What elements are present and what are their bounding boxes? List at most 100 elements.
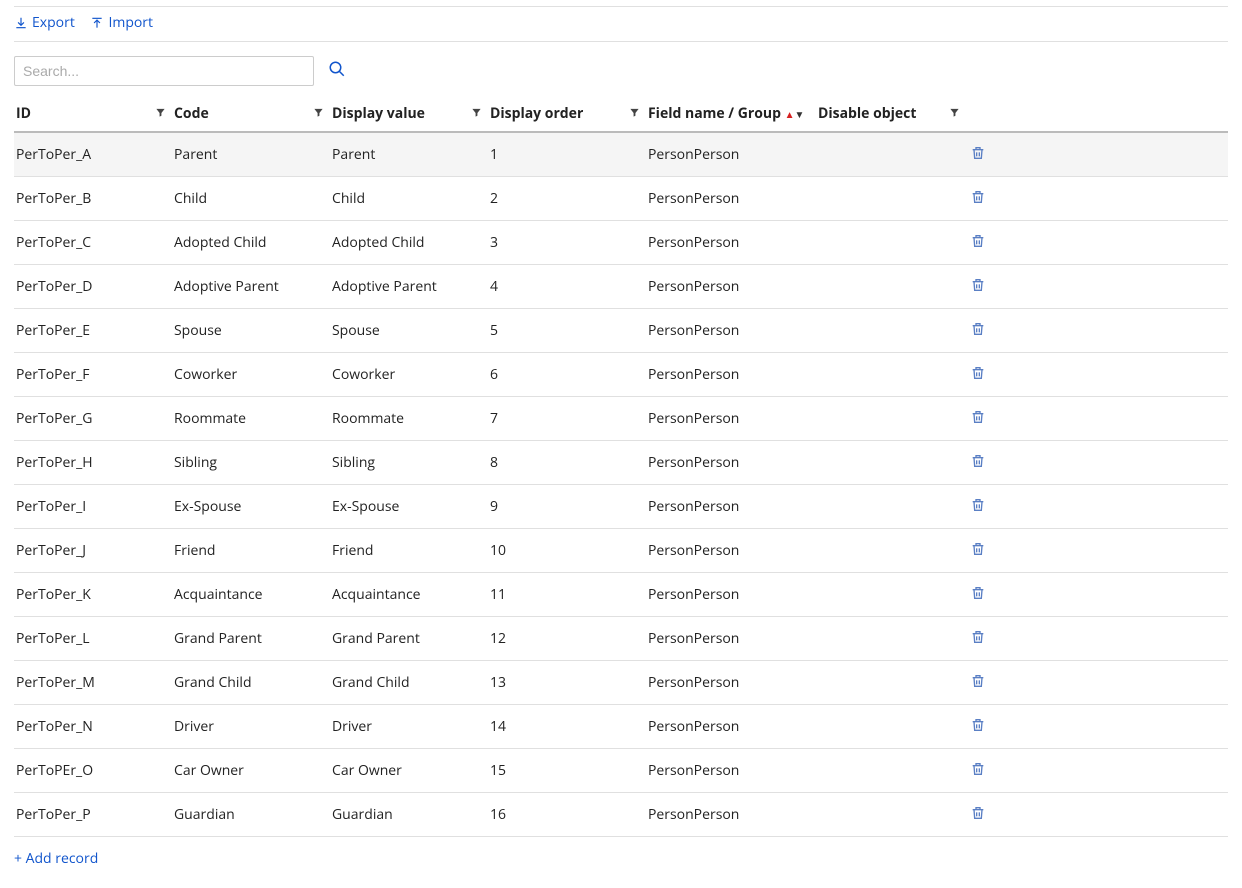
table-row[interactable]: PerToPer_AParentParent1PersonPerson bbox=[14, 132, 1228, 177]
cell-disable bbox=[816, 792, 966, 836]
cell-id: PerToPer_P bbox=[14, 792, 172, 836]
table-row[interactable]: PerToPer_JFriendFriend10PersonPerson bbox=[14, 528, 1228, 572]
table-row[interactable]: PerToPer_DAdoptive ParentAdoptive Parent… bbox=[14, 264, 1228, 308]
delete-button[interactable] bbox=[968, 627, 988, 650]
delete-button[interactable] bbox=[968, 671, 988, 694]
import-link[interactable]: Import bbox=[90, 13, 153, 32]
cell-code: Car Owner bbox=[172, 748, 330, 792]
export-link[interactable]: Export bbox=[14, 13, 75, 32]
cell-code: Adoptive Parent bbox=[172, 264, 330, 308]
cell-group: PersonPerson bbox=[646, 308, 816, 352]
delete-button[interactable] bbox=[968, 583, 988, 606]
trash-icon bbox=[970, 413, 986, 428]
cell-id: PerToPEr_O bbox=[14, 748, 172, 792]
cell-code: Spouse bbox=[172, 308, 330, 352]
table-row[interactable]: PerToPer_FCoworkerCoworker6PersonPerson bbox=[14, 352, 1228, 396]
column-header[interactable]: Display order bbox=[488, 98, 646, 132]
delete-button[interactable] bbox=[968, 715, 988, 738]
cell-id: PerToPer_D bbox=[14, 264, 172, 308]
import-label: Import bbox=[108, 13, 153, 32]
column-header[interactable]: Field name / Group ▲▼ bbox=[646, 98, 816, 132]
cell-code: Coworker bbox=[172, 352, 330, 396]
cell-group: PersonPerson bbox=[646, 352, 816, 396]
table-row[interactable]: PerToPer_BChildChild2PersonPerson bbox=[14, 176, 1228, 220]
table-row[interactable]: PerToPer_ESpouseSpouse5PersonPerson bbox=[14, 308, 1228, 352]
table-row[interactable]: PerToPer_HSiblingSibling8PersonPerson bbox=[14, 440, 1228, 484]
column-label: Field name / Group ▲▼ bbox=[648, 104, 804, 123]
table-row[interactable]: PerToPer_LGrand ParentGrand Parent12Pers… bbox=[14, 616, 1228, 660]
column-header-actions bbox=[966, 98, 1228, 132]
table-row[interactable]: PerToPer_GRoommateRoommate7PersonPerson bbox=[14, 396, 1228, 440]
delete-button[interactable] bbox=[968, 759, 988, 782]
cell-disable bbox=[816, 176, 966, 220]
cell-display-value: Sibling bbox=[330, 440, 488, 484]
trash-icon bbox=[970, 281, 986, 296]
cell-group: PersonPerson bbox=[646, 396, 816, 440]
filter-icon[interactable] bbox=[471, 104, 482, 123]
column-header[interactable]: ID bbox=[14, 98, 172, 132]
search-input[interactable] bbox=[14, 56, 314, 86]
column-header[interactable]: Display value bbox=[330, 98, 488, 132]
cell-group: PersonPerson bbox=[646, 704, 816, 748]
cell-display-value: Driver bbox=[330, 704, 488, 748]
cell-group: PersonPerson bbox=[646, 484, 816, 528]
cell-display-order: 5 bbox=[488, 308, 646, 352]
delete-button[interactable] bbox=[968, 407, 988, 430]
cell-actions bbox=[966, 572, 1228, 616]
cell-code: Sibling bbox=[172, 440, 330, 484]
column-header[interactable]: Disable object bbox=[816, 98, 966, 132]
cell-actions bbox=[966, 528, 1228, 572]
table-row[interactable]: PerToPer_MGrand ChildGrand Child13Person… bbox=[14, 660, 1228, 704]
filter-icon[interactable] bbox=[629, 104, 640, 123]
delete-button[interactable] bbox=[968, 319, 988, 342]
cell-display-value: Child bbox=[330, 176, 488, 220]
table-header: ID Code Display value Display order Fiel… bbox=[14, 98, 1228, 132]
trash-icon bbox=[970, 325, 986, 340]
cell-actions bbox=[966, 220, 1228, 264]
cell-display-value: Adopted Child bbox=[330, 220, 488, 264]
trash-icon bbox=[970, 677, 986, 692]
cell-code: Grand Child bbox=[172, 660, 330, 704]
table-row[interactable]: PerToPEr_OCar OwnerCar Owner15PersonPers… bbox=[14, 748, 1228, 792]
cell-code: Adopted Child bbox=[172, 220, 330, 264]
delete-button[interactable] bbox=[968, 803, 988, 826]
cell-display-value: Grand Child bbox=[330, 660, 488, 704]
delete-button[interactable] bbox=[968, 231, 988, 254]
cell-disable bbox=[816, 220, 966, 264]
cell-display-order: 12 bbox=[488, 616, 646, 660]
cell-group: PersonPerson bbox=[646, 176, 816, 220]
cell-code: Parent bbox=[172, 132, 330, 177]
cell-group: PersonPerson bbox=[646, 440, 816, 484]
cell-disable bbox=[816, 616, 966, 660]
cell-group: PersonPerson bbox=[646, 528, 816, 572]
table-row[interactable]: PerToPer_NDriverDriver14PersonPerson bbox=[14, 704, 1228, 748]
cell-group: PersonPerson bbox=[646, 264, 816, 308]
delete-button[interactable] bbox=[968, 187, 988, 210]
cell-group: PersonPerson bbox=[646, 220, 816, 264]
filter-icon[interactable] bbox=[313, 104, 324, 123]
add-record-link[interactable]: + Add record bbox=[14, 849, 98, 868]
delete-button[interactable] bbox=[968, 275, 988, 298]
filter-icon[interactable] bbox=[155, 104, 166, 123]
delete-button[interactable] bbox=[968, 495, 988, 518]
table-row[interactable]: PerToPer_IEx-SpouseEx-Spouse9PersonPerso… bbox=[14, 484, 1228, 528]
cell-group: PersonPerson bbox=[646, 616, 816, 660]
search-button[interactable] bbox=[324, 56, 350, 85]
delete-button[interactable] bbox=[968, 539, 988, 562]
column-header[interactable]: Code bbox=[172, 98, 330, 132]
table-row[interactable]: PerToPer_PGuardianGuardian16PersonPerson bbox=[14, 792, 1228, 836]
cell-disable bbox=[816, 396, 966, 440]
table-row[interactable]: PerToPer_KAcquaintanceAcquaintance11Pers… bbox=[14, 572, 1228, 616]
delete-button[interactable] bbox=[968, 451, 988, 474]
table-row[interactable]: PerToPer_CAdopted ChildAdopted Child3Per… bbox=[14, 220, 1228, 264]
cell-actions bbox=[966, 704, 1228, 748]
delete-button[interactable] bbox=[968, 363, 988, 386]
cell-actions bbox=[966, 660, 1228, 704]
cell-display-value: Ex-Spouse bbox=[330, 484, 488, 528]
delete-button[interactable] bbox=[968, 143, 988, 166]
filter-icon[interactable] bbox=[949, 104, 960, 123]
cell-disable bbox=[816, 484, 966, 528]
cell-id: PerToPer_F bbox=[14, 352, 172, 396]
trash-icon bbox=[970, 237, 986, 252]
cell-disable bbox=[816, 264, 966, 308]
